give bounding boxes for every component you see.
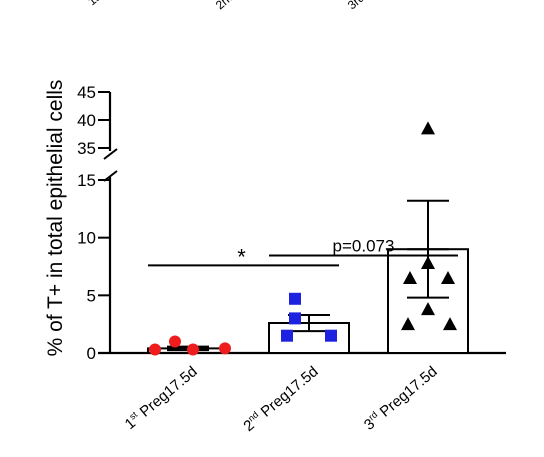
svg-text:2nd: 2nd [213, 0, 237, 12]
point-2-4 [325, 329, 337, 342]
point-3-7 [443, 317, 457, 331]
y-tick-label-40: 40 [77, 111, 96, 130]
svg-text:1st: 1st [85, 0, 107, 8]
point-2-1 [289, 292, 301, 305]
point-1-4 [219, 342, 231, 355]
point-3-2 [421, 256, 435, 270]
point-2-2 [289, 312, 301, 325]
x-tick-label-2: 2nd Preg17.5d [240, 362, 322, 435]
point-3-1 [421, 121, 435, 135]
point-3-4 [441, 271, 455, 285]
y-tick-label-5: 5 [87, 286, 96, 305]
point-3-6 [401, 317, 415, 331]
annotation-text-2: p=0.073 [333, 237, 395, 256]
data-points [149, 121, 457, 356]
point-1-3 [187, 343, 199, 356]
svg-text:3rd: 3rd [345, 0, 367, 12]
point-1-2 [169, 335, 181, 348]
y-tick-label-0: 0 [87, 344, 96, 363]
annotation-text-1: * [237, 244, 246, 269]
point-1-1 [149, 343, 161, 356]
x-tick-label-1: 1st Preg17.5d [121, 362, 201, 433]
y-tick-label-45: 45 [77, 83, 96, 102]
axis-break-mark-upper [103, 148, 118, 160]
y-axis-label: % of T+ in total epithelial cells [44, 80, 67, 357]
y-tick-label-35: 35 [77, 139, 96, 158]
point-3-5 [421, 302, 435, 316]
y-tick-label-15: 15 [77, 171, 96, 190]
x-axis-labels: 1st Preg17.5d 2nd Preg17.5d 3rd Preg17.5d [121, 362, 441, 435]
y-tick-label-10: 10 [77, 229, 96, 248]
point-3-3 [403, 271, 417, 285]
cropped-upper-panel-labels: 1st 2nd 3rd [85, 0, 367, 12]
point-2-3 [281, 329, 293, 342]
annotations: * p=0.073 [148, 237, 458, 269]
x-tick-label-3: 3rd Preg17.5d [360, 362, 440, 433]
